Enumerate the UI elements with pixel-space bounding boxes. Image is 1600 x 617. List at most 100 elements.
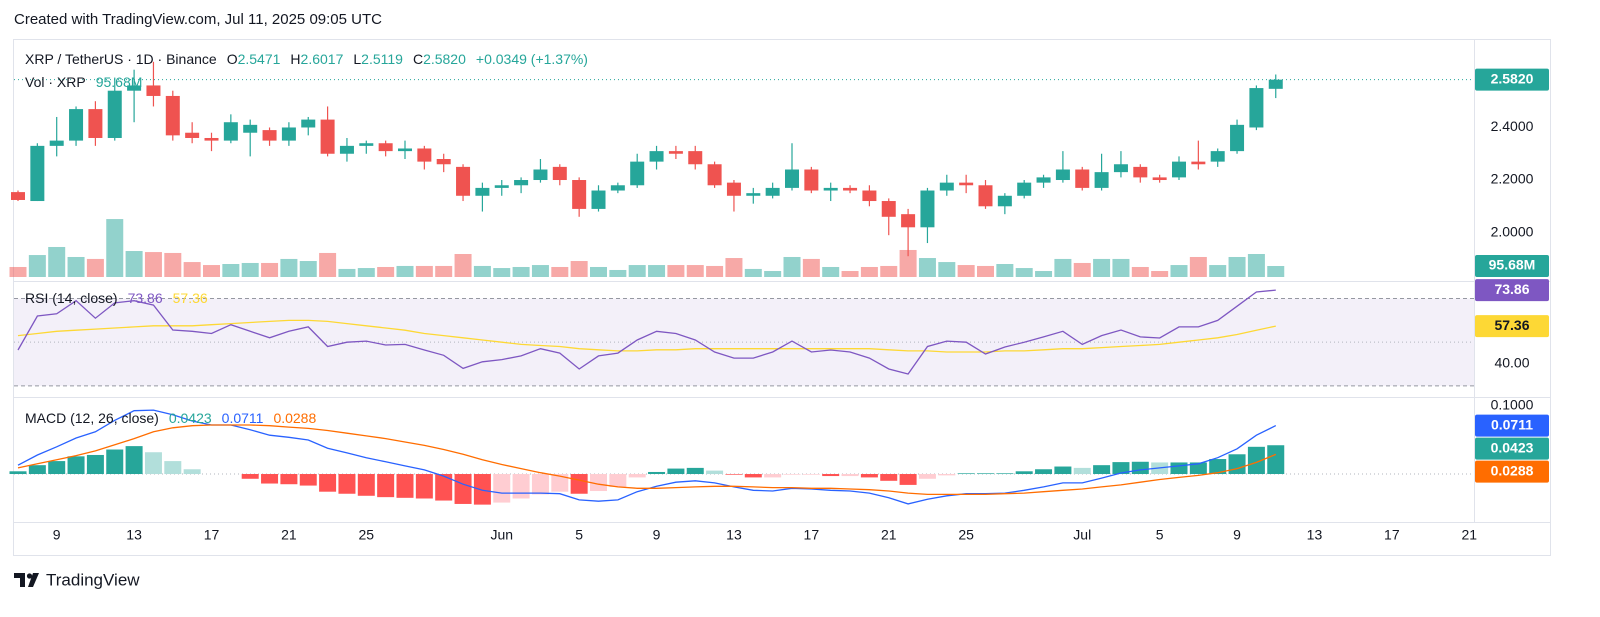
candle-body [359,143,374,146]
volume-bar [551,266,569,277]
candle-body [978,185,993,207]
macd-histogram-bar [706,470,724,475]
volume-legend-item: 95.68M [96,74,143,90]
candle-body [127,85,142,91]
rsi-legend-item: 57.36 [173,290,208,306]
volume-bar [667,265,685,277]
ohlc-legend-item: L [353,51,361,67]
macd-histogram-bar [957,473,975,475]
volume-bar [938,262,956,277]
candle-body [185,132,200,138]
volume-bar [377,266,395,277]
candle-body [1133,166,1148,178]
macd-histogram-bar [609,474,627,487]
volume-bar [822,266,840,277]
macd-histogram-bar [1170,462,1188,475]
ohlc-legend-item: XRP / TetherUS · 1D · Binance [25,51,217,67]
volume-bar [280,258,298,277]
candle-body [1230,124,1245,152]
volume-bar [144,252,162,277]
candle-body [823,187,838,191]
ohlc-legend-item: 2.5820 [423,51,466,67]
volume-bar [1189,256,1207,277]
price-pane [9,61,1285,277]
macd-histogram-bar [435,474,453,501]
candle-body [417,148,432,162]
volume-bar [609,269,627,277]
candle-body [1075,169,1090,188]
candle-body [378,143,393,152]
macd-histogram-bar [396,474,414,498]
candle-body [939,182,954,191]
volume-bar [1112,258,1130,277]
volume-bar [241,262,259,277]
candle-body [494,185,509,188]
candle-body [765,187,780,196]
macd-histogram-bar [1228,454,1246,475]
volume-bar [531,265,549,277]
candle-body [862,190,877,202]
volume-bar [996,264,1014,277]
volume-bar [802,258,820,277]
macd-histogram-bar [1112,462,1130,475]
volume-bar [435,265,453,277]
macd-histogram-bar [996,473,1014,475]
candle-body [11,192,25,200]
volume-bar [48,246,66,277]
macd-histogram-bar [415,474,433,499]
ohlc-legend-item: 2.6017 [301,51,344,67]
candle-body [1055,169,1070,181]
candle-body [1017,182,1032,196]
volume-bar [841,271,859,277]
macd-histogram-bar [338,474,356,494]
volume-bar [725,258,743,277]
candle-body [1152,177,1167,181]
volume-tag: 95.68M [1489,257,1536,273]
macd-histogram-bar [764,474,782,478]
volume-bar [1015,268,1033,277]
candle-body [281,127,296,141]
rsi-tag-bg [1475,279,1549,302]
macd-histogram-bar [725,474,743,475]
candle-body [1210,151,1225,162]
macd-histogram-bar [1247,446,1265,475]
last-price-tag-bg [1475,68,1549,91]
macd-histogram-bar [106,449,124,475]
candle-body [243,124,258,133]
macd-legend-item: 0.0288 [273,410,316,426]
macd-histogram-bar [493,474,511,503]
candle-body [49,140,64,146]
y-tick-label: 2.2000 [1491,171,1534,187]
macd-line [17,424,1277,496]
candle-body [572,180,587,209]
macd-tag: 0.0711 [1491,416,1533,432]
ohlc-legend-item: O [227,51,238,67]
candle-body [881,201,896,217]
macd-histogram-bar [977,473,994,475]
macd-legend-item: MACD (12, 26, close) [25,410,159,426]
rsi-line [17,289,1276,375]
y-tick-label: 2.4000 [1491,118,1534,134]
x-tick-label: 17 [1384,527,1400,543]
macd-histogram-bar [377,474,395,498]
rsi-tag-bg [1475,315,1549,338]
x-tick-label: 9 [653,527,661,543]
macd-histogram-bar [1015,471,1033,475]
macd-histogram-bar [48,461,66,475]
x-tick-label: 25 [958,527,974,543]
macd-histogram-bar [1035,469,1053,475]
macd-histogram-bar [1054,466,1072,475]
macd-histogram-bar [67,456,85,475]
volume-bar [860,266,878,277]
volume-bar [357,268,375,277]
volume-bar [1267,265,1285,277]
candle-body [88,109,103,138]
macd-histogram-bar [241,474,259,479]
volume-bar [106,219,124,277]
macd-histogram-bar [512,474,530,499]
x-tick-label: 13 [726,527,742,543]
x-tick-label: 5 [575,527,583,543]
candle-body [668,151,683,154]
ohlc-legend-item: 2.5119 [361,51,403,67]
candle-body [1172,161,1186,178]
